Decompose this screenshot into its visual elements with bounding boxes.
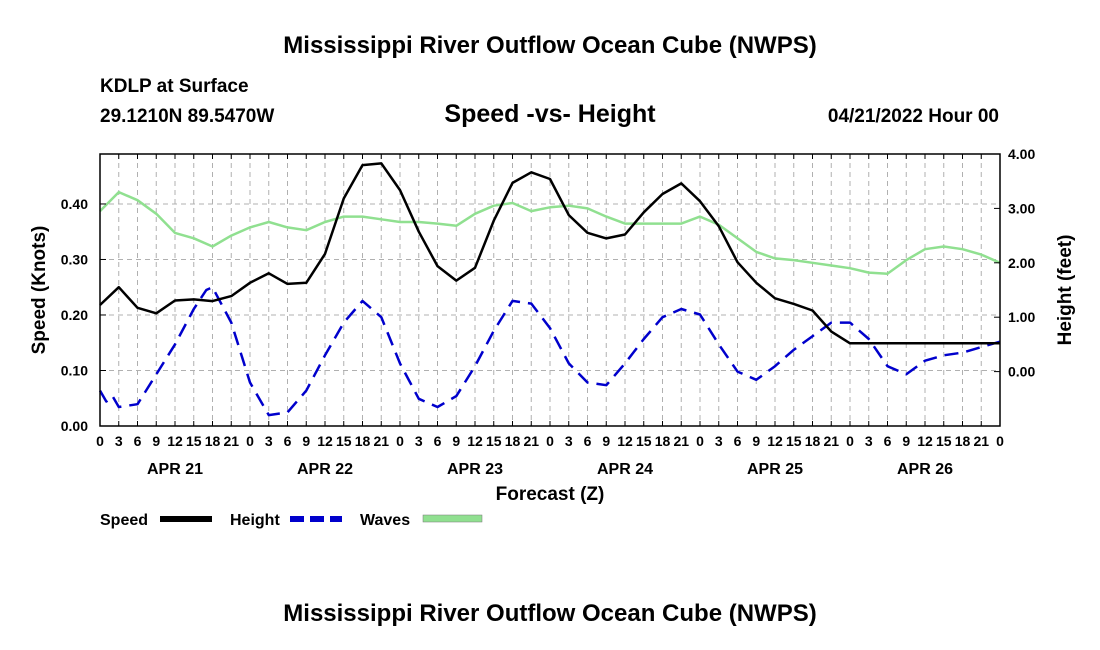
y-tick-label-left: 0.10 xyxy=(61,362,88,378)
x-tick-label: 15 xyxy=(636,433,652,449)
x-tick-label: 21 xyxy=(223,433,239,449)
x-tick-label: 15 xyxy=(486,433,502,449)
x-tick-label: 21 xyxy=(523,433,539,449)
x-tick-label: 21 xyxy=(373,433,389,449)
day-label: APR 21 xyxy=(147,461,203,478)
legend-label: Waves xyxy=(360,512,410,529)
x-tick-label: 9 xyxy=(602,433,610,449)
x-tick-label: 21 xyxy=(673,433,689,449)
x-tick-label: 0 xyxy=(96,433,104,449)
x-tick-label: 12 xyxy=(317,433,333,449)
x-tick-label: 0 xyxy=(546,433,554,449)
x-tick-label: 18 xyxy=(355,433,371,449)
station-label: KDLP at Surface xyxy=(100,76,249,97)
x-tick-label: 6 xyxy=(884,433,892,449)
footer-title: Mississippi River Outflow Ocean Cube (NW… xyxy=(283,600,817,627)
x-tick-label: 0 xyxy=(246,433,254,449)
x-tick-label: 12 xyxy=(467,433,483,449)
y-tick-label-left: 0.30 xyxy=(61,251,88,267)
x-tick-label: 15 xyxy=(936,433,952,449)
y-tick-label-right: 4.00 xyxy=(1008,146,1035,162)
x-tick-label: 18 xyxy=(805,433,821,449)
y-tick-label-right: 0.00 xyxy=(1008,364,1035,380)
x-tick-label: 12 xyxy=(617,433,633,449)
series-line-speed xyxy=(99,162,1000,345)
x-tick-label: 6 xyxy=(134,433,142,449)
day-label: APR 25 xyxy=(747,461,803,478)
x-tick-label: 3 xyxy=(265,433,273,449)
legend-label: Speed xyxy=(100,512,148,529)
legend: Speed Height Waves xyxy=(100,512,483,529)
day-label: APR 26 xyxy=(897,461,953,478)
grid-lines xyxy=(100,154,1000,426)
x-tick-label: 0 xyxy=(846,433,854,449)
legend-swatch-waves xyxy=(422,514,483,523)
x-tick-label: 9 xyxy=(752,433,760,449)
x-tick-label: 15 xyxy=(786,433,802,449)
y-axis-label-left: Speed (Knots) xyxy=(29,226,50,355)
series-line-waves xyxy=(99,190,1001,275)
x-tick-label: 9 xyxy=(152,433,160,449)
y-axis-label-right: Height (feet) xyxy=(1055,235,1076,346)
day-label: APR 22 xyxy=(297,461,353,478)
x-tick-label: 12 xyxy=(917,433,933,449)
x-tick-label: 18 xyxy=(205,433,221,449)
x-tick-label: 9 xyxy=(902,433,910,449)
x-tick-label: 6 xyxy=(434,433,442,449)
x-tick-label: 3 xyxy=(415,433,423,449)
x-tick-label: 6 xyxy=(584,433,592,449)
station-coords: 29.1210N 89.5470W xyxy=(100,106,275,127)
axes: 0 3 6 9 12 15 18 21 0 3 6 9 12 15 18 21 0 3 6 9 12 15 18 21 0 3 6 9… xyxy=(61,146,1036,478)
x-tick-label: 15 xyxy=(186,433,202,449)
y-tick-label-right: 1.00 xyxy=(1008,309,1035,325)
x-tick-label: 21 xyxy=(823,433,839,449)
x-tick-label: 12 xyxy=(767,433,783,449)
y-tick-label-left: 0.40 xyxy=(61,196,88,212)
day-label: APR 23 xyxy=(447,461,503,478)
x-tick-label: 0 xyxy=(996,433,1004,449)
x-axis-label: Forecast (Z) xyxy=(496,484,605,505)
speed-height-chart: 0 3 6 9 12 15 18 21 0 3 6 9 12 15 18 21 0 3 6 9 12 15 18 21 0 3 6 9… xyxy=(29,146,1076,529)
page-title: Mississippi River Outflow Ocean Cube (NW… xyxy=(283,32,817,59)
x-tick-label: 3 xyxy=(715,433,723,449)
x-tick-label: 3 xyxy=(565,433,573,449)
x-tick-label: 6 xyxy=(734,433,742,449)
y-tick-label-right: 2.00 xyxy=(1008,255,1035,271)
x-tick-label: 0 xyxy=(696,433,704,449)
y-tick-label-right: 3.00 xyxy=(1008,200,1035,216)
x-tick-label: 0 xyxy=(396,433,404,449)
x-tick-label: 12 xyxy=(167,433,183,449)
x-tick-label: 3 xyxy=(115,433,123,449)
y-tick-label-left: 0.20 xyxy=(61,307,88,323)
x-tick-label: 15 xyxy=(336,433,352,449)
x-tick-label: 9 xyxy=(452,433,460,449)
day-label: APR 24 xyxy=(597,461,653,478)
x-tick-label: 18 xyxy=(655,433,671,449)
chart-title: Speed -vs- Height xyxy=(444,100,656,128)
x-tick-label: 3 xyxy=(865,433,873,449)
x-tick-label: 9 xyxy=(302,433,310,449)
x-tick-label: 18 xyxy=(955,433,971,449)
series-line-height xyxy=(98,286,1001,417)
y-tick-label-left: 0.00 xyxy=(61,418,88,434)
x-tick-label: 6 xyxy=(284,433,292,449)
legend-label: Height xyxy=(230,512,280,529)
series-layer xyxy=(98,162,1001,417)
x-tick-label: 18 xyxy=(505,433,521,449)
forecast-datetime: 04/21/2022 Hour 00 xyxy=(827,106,999,127)
x-tick-label: 21 xyxy=(973,433,989,449)
